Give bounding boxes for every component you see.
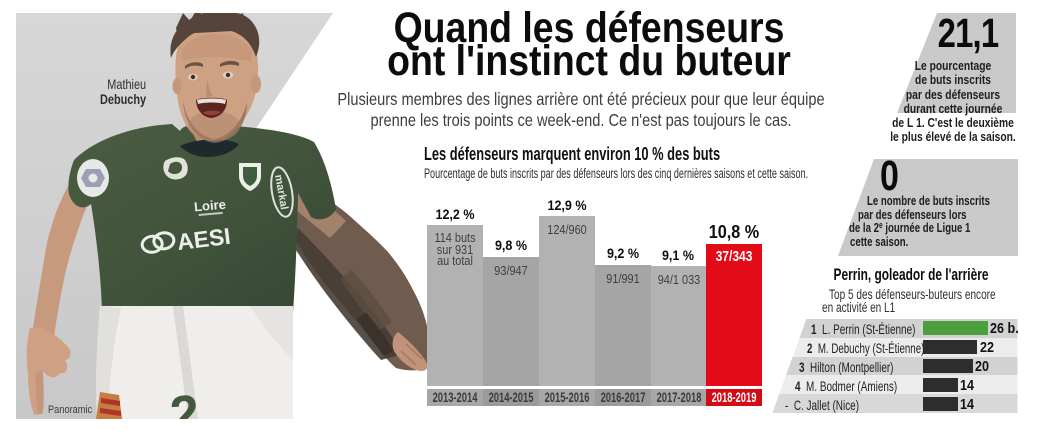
svg-text:AESI: AESI bbox=[176, 223, 232, 255]
svg-text:Loire: Loire bbox=[193, 197, 226, 215]
